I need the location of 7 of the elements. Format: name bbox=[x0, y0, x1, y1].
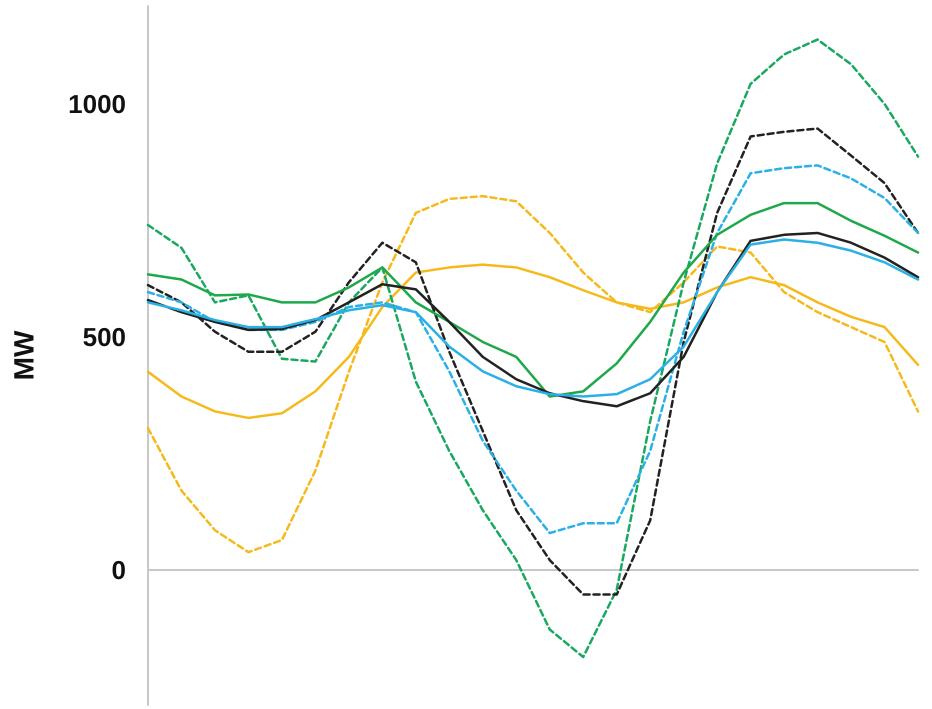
y-axis-title: MW bbox=[8, 330, 40, 380]
y-tick-label: 1000 bbox=[68, 88, 126, 119]
y-tick-label: 0 bbox=[112, 554, 126, 585]
line-series bbox=[146, 202, 920, 398]
line-series bbox=[146, 38, 920, 658]
y-tick-label: 500 bbox=[82, 322, 126, 352]
line-series bbox=[146, 127, 920, 596]
